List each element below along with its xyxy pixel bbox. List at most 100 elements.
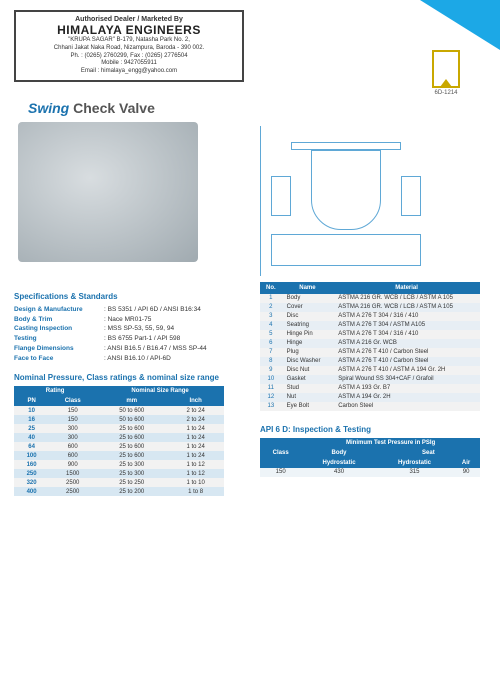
spec-row: Body & Trim: Nace MR01-75 <box>14 315 240 325</box>
cell: 16 <box>14 415 49 424</box>
material-table: No. Name Material 1BodyASTMA 216 GR. WCB… <box>260 282 480 411</box>
spec-label: Flange Dimensions <box>14 344 104 354</box>
cell: Disc Nut <box>282 366 334 375</box>
table-row: 12NutASTM A 194 Gr. 2H <box>260 393 480 402</box>
th-api-class: Class <box>260 438 301 468</box>
table-row: 8Disc WasherASTM A 276 T 410 / Carbon St… <box>260 357 480 366</box>
cell: 25 to 600 <box>96 451 167 460</box>
cell: 25 to 600 <box>96 442 167 451</box>
cell: 900 <box>49 460 96 469</box>
table-row: 1015050 to 6002 to 24 <box>14 406 224 415</box>
cell: 150 <box>49 415 96 424</box>
table-row: 11StudASTM A 193 Gr. B7 <box>260 384 480 393</box>
dealer-addr2: Chhani Jakat Naka Road, Nizampura, Barod… <box>24 45 234 53</box>
cell: 315 <box>377 468 452 477</box>
cell: 1 to 10 <box>167 478 224 487</box>
cell: ASTM A 276 T 410 / Carbon Steel <box>333 357 480 366</box>
dealer-mobile: Mobile : 9427055911 <box>24 60 234 68</box>
th-api-min: Minimum Test Pressure in PSIg <box>301 438 480 448</box>
cell: 25 to 300 <box>96 460 167 469</box>
spec-row: Testing: BS 6755 Part-1 / API 598 <box>14 334 240 344</box>
cell: 7 <box>260 348 282 357</box>
table-row: 6460025 to 6001 to 24 <box>14 442 224 451</box>
page: Authorised Dealer / Marketed By HIMALAYA… <box>0 0 500 506</box>
table-row: 2530025 to 6001 to 24 <box>14 424 224 433</box>
cell: ASTM A 216 Gr. WCB <box>333 339 480 348</box>
cell: ASTMA 216 GR. WCB / LCB / ASTM A 105 <box>333 303 480 312</box>
th-api-h1: Hydrostatic <box>301 458 376 468</box>
table-row: 13Eye BoltCarbon Steel <box>260 402 480 411</box>
api-table: Class Minimum Test Pressure in PSIg Body… <box>260 438 480 477</box>
cell: 4 <box>260 321 282 330</box>
cell: 1 to 24 <box>167 433 224 442</box>
table-row: 1BodyASTMA 216 GR. WCB / LCB / ASTM A 10… <box>260 294 480 303</box>
spec-label: Testing <box>14 334 104 344</box>
spec-row: Casting Inspection: MSS SP-53, 55, 59, 9… <box>14 324 240 334</box>
th-rating: Rating <box>14 386 96 396</box>
cell: ASTM A 276 T 410 / Carbon Steel <box>333 348 480 357</box>
specs-heading: Specifications & Standards <box>14 292 240 301</box>
spec-value: : Nace MR01-75 <box>104 315 240 325</box>
api-badge-icon <box>432 50 460 88</box>
cell: Stud <box>282 384 334 393</box>
cell: ASTM A 193 Gr. B7 <box>333 384 480 393</box>
cell: 100 <box>14 451 49 460</box>
th-material: Material <box>333 282 480 294</box>
table-row: 15043031590 <box>260 468 480 477</box>
cell: 6 <box>260 339 282 348</box>
cell: Eye Bolt <box>282 402 334 411</box>
cell: 1 to 24 <box>167 424 224 433</box>
cell: 3 <box>260 312 282 321</box>
spec-row: Design & Manufacture: BS 5351 / API 6D /… <box>14 305 240 315</box>
cell: 300 <box>49 424 96 433</box>
cell: 10 <box>14 406 49 415</box>
spec-row: Face to Face: ANSI B16.10 / API-6D <box>14 354 240 364</box>
cell: ASTM A 276 T 304 / 316 / 410 <box>333 312 480 321</box>
spec-value: : BS 6755 Part-1 / API 598 <box>104 334 240 344</box>
cell: Cover <box>282 303 334 312</box>
th-api-seat: Seat <box>377 448 480 458</box>
cell: 2 to 24 <box>167 415 224 424</box>
dealer-addr1: "KRUPA SAGAR" B-179, Natasha Park No. 2, <box>24 37 234 45</box>
cell: 40 <box>14 433 49 442</box>
cell: Disc Washer <box>282 357 334 366</box>
table-row: 7PlugASTM A 276 T 410 / Carbon Steel <box>260 348 480 357</box>
table-row: 250150025 to 3001 to 12 <box>14 469 224 478</box>
cell: 2 <box>260 303 282 312</box>
table-row: 6HingeASTM A 216 Gr. WCB <box>260 339 480 348</box>
table-row: 320250025 to 2501 to 10 <box>14 478 224 487</box>
cell: 50 to 600 <box>96 415 167 424</box>
cell: ASTM A 276 T 304 / 316 / 410 <box>333 330 480 339</box>
cell: 25 to 600 <box>96 433 167 442</box>
cell: 25 to 300 <box>96 469 167 478</box>
spec-label: Casting Inspection <box>14 324 104 334</box>
table-row: 10GasketSpiral Wound SS 304+CAF / Grafoi… <box>260 375 480 384</box>
technical-drawing <box>260 126 430 276</box>
cert-code: 6D-1214 <box>432 90 460 96</box>
cell: Carbon Steel <box>333 402 480 411</box>
spec-label: Design & Manufacture <box>14 305 104 315</box>
cell: 150 <box>260 468 301 477</box>
cell: 13 <box>260 402 282 411</box>
dealer-box: Authorised Dealer / Marketed By HIMALAYA… <box>14 10 244 82</box>
cell: Nut <box>282 393 334 402</box>
th-api-body: Body <box>301 448 376 458</box>
table-row: 10060025 to 6001 to 24 <box>14 451 224 460</box>
th-name: Name <box>282 282 334 294</box>
cell: 250 <box>14 469 49 478</box>
th-no: No. <box>260 282 282 294</box>
cell: 160 <box>14 460 49 469</box>
cell: Gasket <box>282 375 334 384</box>
spec-row: Flange Dimensions: ANSI B16.5 / B16.47 /… <box>14 344 240 354</box>
table-row: 1615050 to 6002 to 24 <box>14 415 224 424</box>
cell: 9 <box>260 366 282 375</box>
spec-value: : BS 5351 / API 6D / ANSI B16:34 <box>104 305 240 315</box>
title-swing: Swing <box>28 100 69 116</box>
table-row: 4SeatringASTM A 276 T 304 / ASTM A105 <box>260 321 480 330</box>
cell: 1 <box>260 294 282 303</box>
cell: 2 to 24 <box>167 406 224 415</box>
table-row: 3DiscASTM A 276 T 304 / 316 / 410 <box>260 312 480 321</box>
cell: 2500 <box>49 478 96 487</box>
cell: 430 <box>301 468 376 477</box>
cell: Spiral Wound SS 304+CAF / Grafoil <box>333 375 480 384</box>
